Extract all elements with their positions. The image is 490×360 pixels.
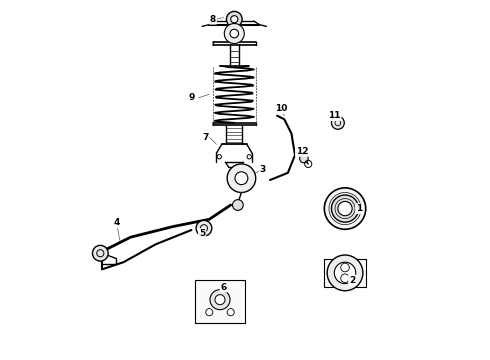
Circle shape [215, 295, 225, 305]
Circle shape [300, 154, 308, 163]
Text: 1: 1 [356, 204, 363, 213]
Circle shape [227, 164, 256, 193]
Circle shape [235, 172, 248, 185]
Circle shape [338, 202, 352, 216]
Text: 7: 7 [202, 132, 209, 141]
Circle shape [224, 23, 245, 44]
Circle shape [210, 290, 230, 310]
Text: 8: 8 [210, 15, 216, 24]
Circle shape [232, 200, 243, 210]
Text: 5: 5 [199, 229, 205, 238]
Bar [323, 258, 367, 287]
Circle shape [334, 262, 356, 284]
Circle shape [93, 246, 108, 261]
Circle shape [230, 29, 239, 38]
Circle shape [324, 188, 366, 229]
Text: 11: 11 [328, 111, 341, 120]
Text: 10: 10 [274, 104, 287, 113]
Bar [195, 280, 245, 323]
Circle shape [231, 16, 238, 23]
Circle shape [196, 220, 212, 236]
Circle shape [331, 116, 344, 129]
Text: 4: 4 [113, 219, 120, 228]
Text: 12: 12 [296, 147, 308, 156]
Text: 2: 2 [349, 275, 355, 284]
Circle shape [331, 195, 359, 222]
Text: 3: 3 [260, 165, 266, 174]
Circle shape [226, 12, 242, 27]
Text: 9: 9 [188, 93, 195, 102]
Text: 6: 6 [220, 283, 227, 292]
Circle shape [327, 255, 363, 291]
